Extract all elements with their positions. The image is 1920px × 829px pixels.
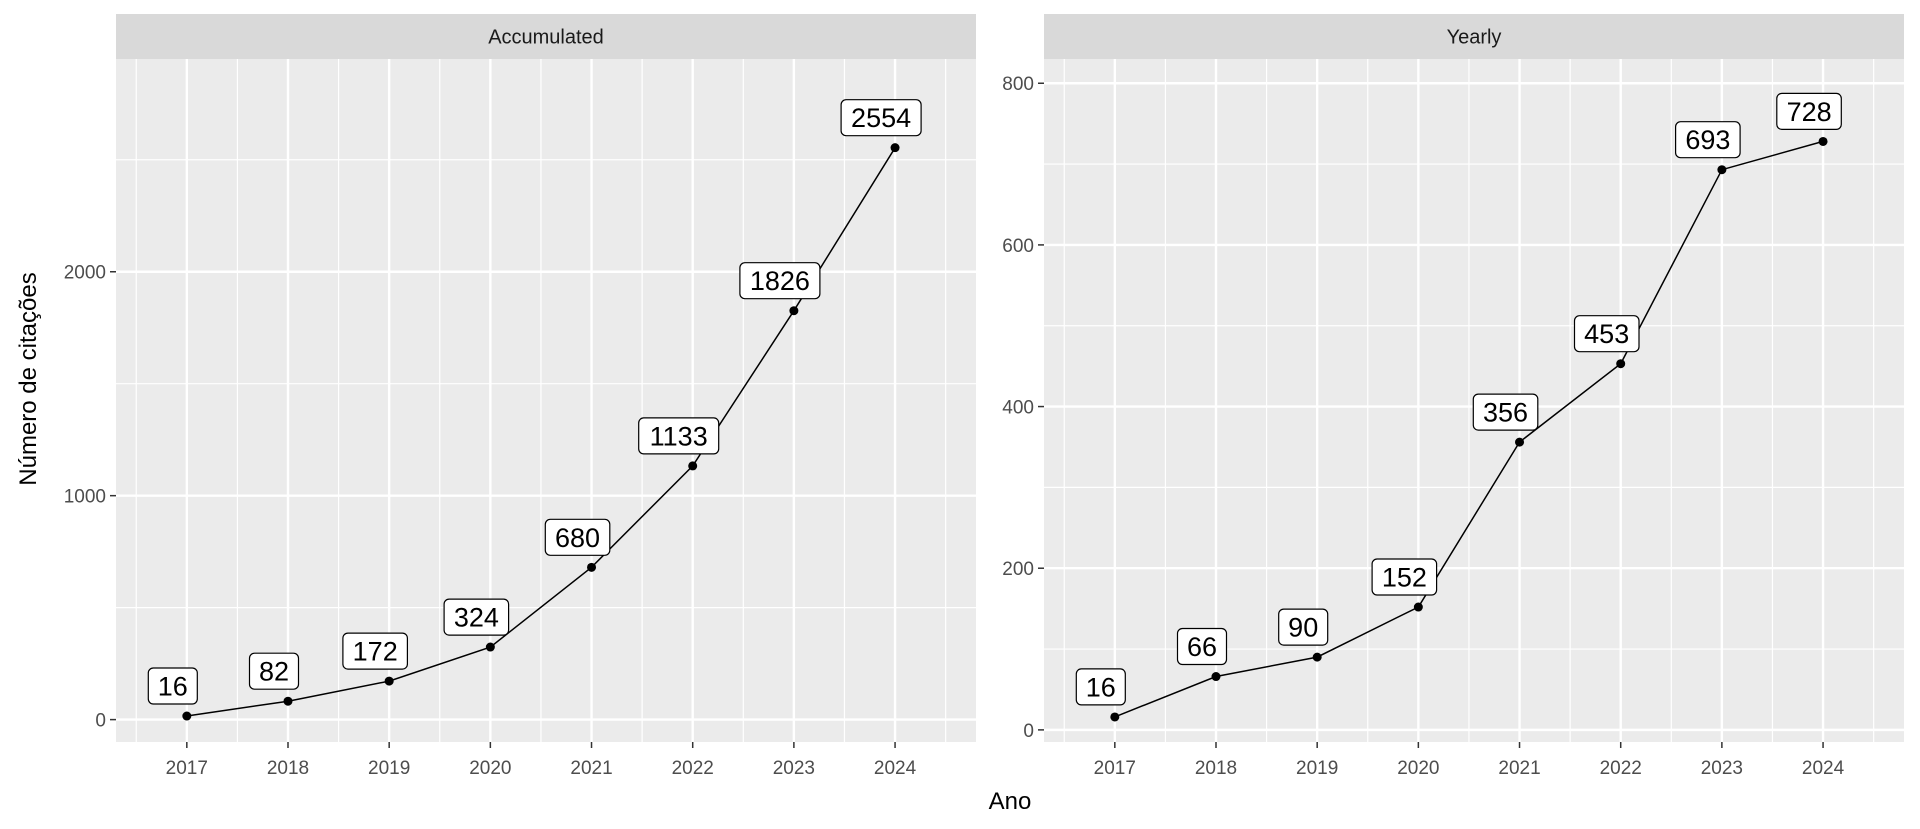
data-label-box	[1176, 627, 1228, 666]
x-tick-label: 2019	[368, 758, 410, 779]
y-tick-label: 600	[1002, 236, 1034, 257]
x-tick-label: 2022	[672, 758, 714, 779]
y-tick-label: 2000	[64, 263, 106, 284]
data-point	[1616, 359, 1626, 369]
data-label: 16	[1086, 672, 1116, 702]
data-point	[890, 143, 900, 153]
data-label: 680	[555, 523, 600, 553]
x-tick-label: 2022	[1600, 758, 1642, 779]
y-axis-title: Número de citações	[15, 272, 42, 485]
x-tick-label: 2017	[166, 758, 208, 779]
data-label-box	[1278, 608, 1329, 646]
x-tick-label: 2024	[1802, 758, 1845, 779]
data-label: 66	[1187, 632, 1217, 662]
data-label: 693	[1685, 125, 1730, 155]
facet-strip	[116, 14, 976, 59]
x-tick-label: 2023	[1701, 758, 1743, 779]
data-label-box	[544, 518, 611, 556]
data-point	[1211, 672, 1221, 682]
y-tick-label: 400	[1002, 398, 1034, 419]
x-tick-label: 2021	[570, 758, 612, 779]
data-label: 90	[1288, 613, 1318, 643]
panel-background	[116, 59, 976, 742]
x-tick-label: 2017	[1094, 758, 1136, 779]
data-label-box	[1776, 92, 1842, 131]
x-tick-label: 2020	[1397, 758, 1439, 779]
data-point	[1312, 652, 1322, 662]
series-line	[1114, 140, 1824, 718]
data-label-box	[1674, 121, 1741, 159]
data-label-box	[1472, 393, 1539, 431]
y-tick-label: 0	[1023, 721, 1034, 742]
x-tick-label: 2024	[874, 758, 917, 779]
data-label-box	[1075, 668, 1126, 706]
data-label-box	[739, 262, 821, 300]
series-line	[186, 147, 896, 717]
data-label-box	[1573, 315, 1640, 353]
data-label: 1826	[750, 266, 810, 296]
y-tick-label: 1000	[64, 487, 106, 508]
data-label: 82	[259, 657, 289, 687]
data-point	[1818, 136, 1828, 146]
facet-1: Yearly 0 200 400 600 800 2017 2018 2019 2020 2021 2…	[1002, 14, 1904, 779]
facet-title: Accumulated	[488, 27, 604, 49]
data-label: 172	[353, 637, 398, 667]
data-label-box	[147, 667, 198, 705]
data-point	[1110, 712, 1120, 722]
data-point	[688, 461, 698, 471]
x-axis-title: Ano	[989, 788, 1032, 815]
data-point	[283, 696, 293, 706]
y-tick-label: 0	[95, 711, 106, 732]
y-tick-label: 200	[1002, 559, 1034, 580]
data-label-box	[443, 598, 510, 636]
x-tick-label: 2018	[1195, 758, 1237, 779]
data-label: 453	[1584, 319, 1629, 349]
data-label: 324	[454, 603, 499, 633]
data-label-box	[342, 632, 408, 670]
data-point	[789, 306, 799, 316]
data-label: 356	[1483, 398, 1528, 428]
facet-title: Yearly	[1447, 27, 1502, 49]
data-label-box	[1371, 558, 1438, 596]
facet-strip	[1044, 14, 1904, 59]
data-label: 728	[1787, 97, 1832, 127]
data-label: 152	[1382, 563, 1427, 593]
y-tick-label: 800	[1002, 74, 1034, 95]
x-tick-label: 2019	[1296, 758, 1338, 779]
data-label: 2554	[851, 103, 911, 133]
data-point	[1515, 437, 1525, 447]
data-label-box	[638, 417, 720, 455]
x-tick-label: 2021	[1498, 758, 1540, 779]
data-label: 1133	[650, 421, 708, 451]
x-tick-label: 2018	[267, 758, 309, 779]
data-label: 16	[158, 672, 188, 702]
data-point	[587, 562, 597, 572]
data-label-box	[840, 99, 922, 137]
data-point	[182, 711, 192, 721]
data-label-box	[248, 652, 300, 690]
x-tick-label: 2023	[773, 758, 815, 779]
x-tick-label: 2020	[469, 758, 511, 779]
data-point	[485, 642, 495, 652]
data-point	[384, 676, 394, 686]
data-point	[1717, 165, 1727, 175]
facet-0: Accumulated 0 1000 2000 2017 2018 2019 2020 2021…	[64, 14, 976, 779]
data-point	[1413, 602, 1423, 612]
